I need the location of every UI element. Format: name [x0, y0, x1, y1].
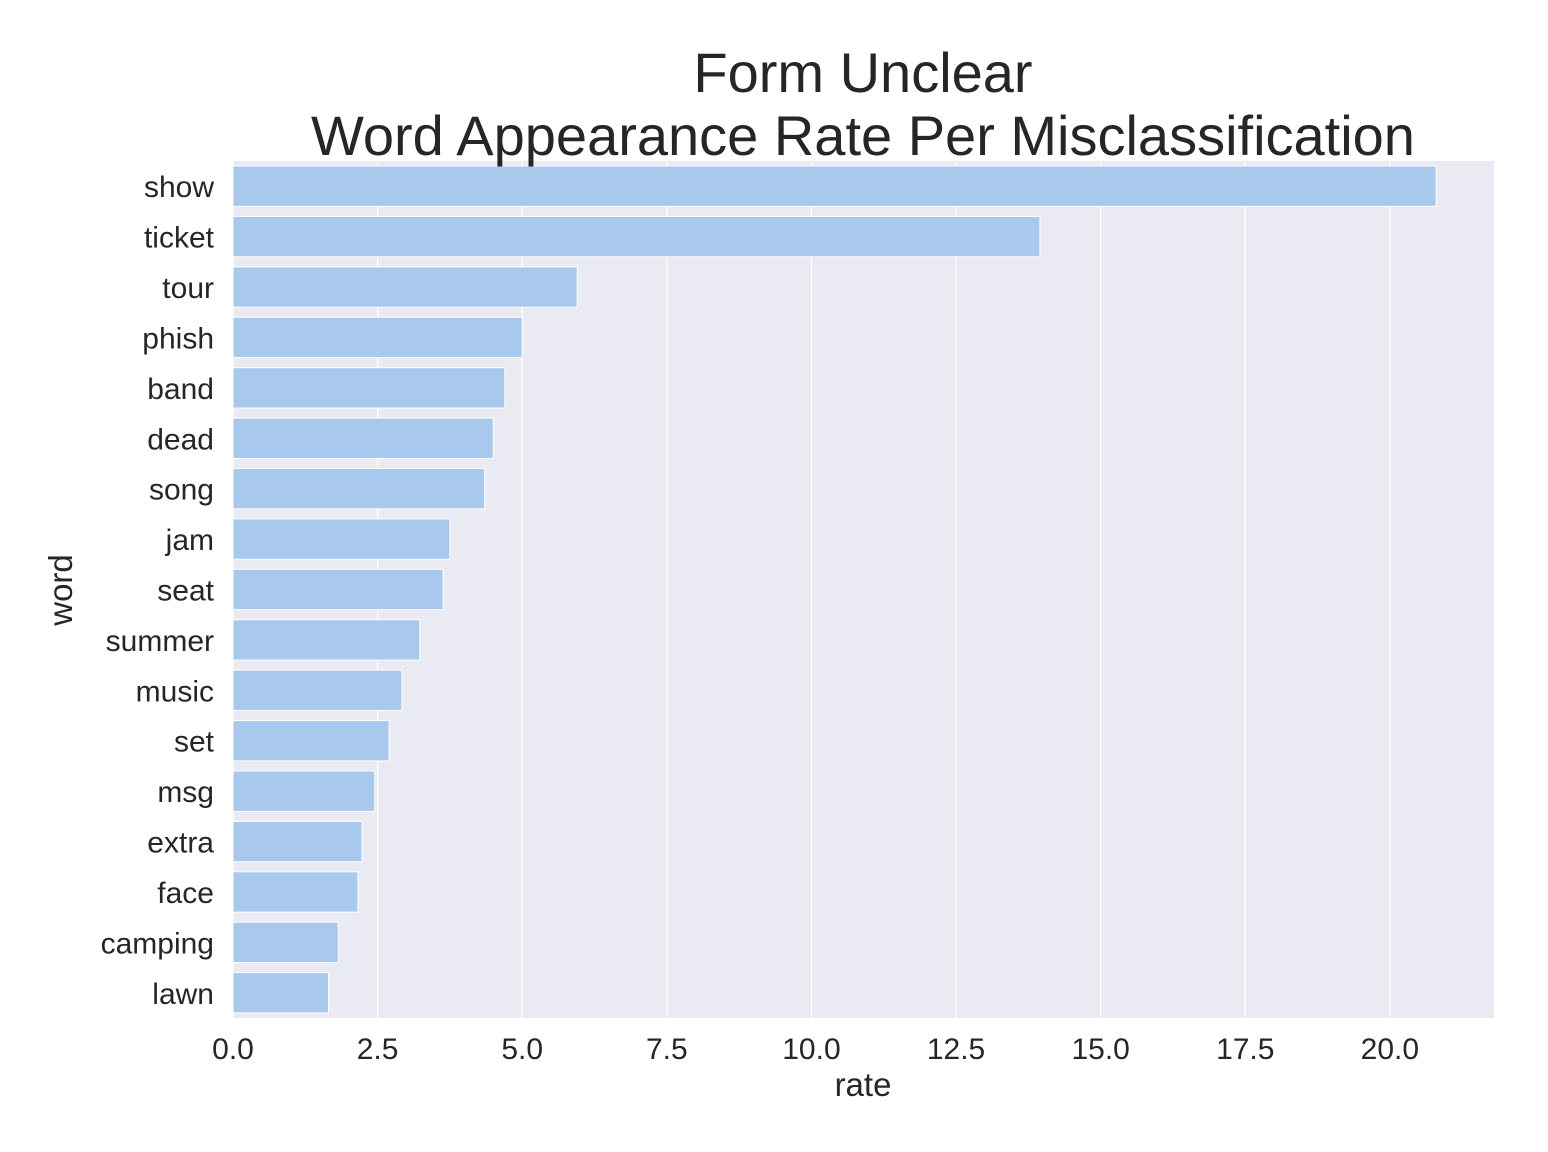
y-tick-label: music: [136, 675, 214, 708]
x-tick-label: 12.5: [927, 1033, 985, 1066]
bar-camping: [232, 921, 339, 964]
bars: [232, 165, 1437, 1014]
bar-msg: [232, 770, 376, 812]
y-tick-label: jam: [165, 524, 214, 557]
y-tick-label: extra: [147, 827, 214, 860]
y-tick-label: band: [147, 373, 214, 406]
bar-band: [232, 367, 506, 409]
x-tick-label: 2.5: [357, 1033, 399, 1066]
chart-title-line-2: Word Appearance Rate Per Misclassificati…: [311, 104, 1415, 167]
bar-phish: [232, 316, 523, 359]
y-tick-labels: show ticket tour phish band dead song jam seat su…: [101, 171, 215, 1011]
bar-ticket: [232, 215, 1041, 258]
bar-music: [232, 669, 403, 711]
y-tick-label: dead: [147, 423, 214, 456]
bar-tour: [232, 266, 578, 308]
bar-lawn: [232, 972, 329, 1014]
x-axis-label: rate: [835, 1066, 892, 1103]
x-tick-label: 5.0: [501, 1033, 543, 1066]
x-tick-label: 17.5: [1216, 1033, 1274, 1066]
bar-dead: [232, 417, 494, 459]
bar-seat: [232, 568, 444, 611]
bar-set: [232, 720, 390, 762]
y-tick-label: summer: [106, 625, 214, 658]
bar-jam: [232, 518, 451, 560]
y-tick-label: seat: [157, 575, 214, 608]
y-tick-label: camping: [101, 927, 214, 960]
y-tick-label: show: [144, 171, 214, 204]
y-axis-label: word: [42, 554, 79, 627]
y-tick-label: lawn: [152, 978, 214, 1011]
y-tick-label: set: [174, 726, 215, 759]
bar-summer: [232, 619, 421, 661]
y-tick-label: song: [149, 474, 214, 507]
x-tick-label: 10.0: [782, 1033, 840, 1066]
x-tick-labels: 0.0 2.5 5.0 7.5 10.0 12.5 15.0 17.5 20.0: [212, 1033, 1419, 1066]
x-tick-label: 0.0: [212, 1033, 254, 1066]
bar-face: [232, 871, 359, 913]
y-tick-label: face: [157, 877, 214, 910]
bar-extra: [232, 820, 363, 863]
y-tick-label: msg: [157, 776, 214, 809]
chart-title-line-1: Form Unclear: [693, 41, 1032, 104]
y-tick-label: phish: [142, 322, 214, 355]
bar-song: [232, 468, 486, 510]
bar-show: [232, 165, 1437, 207]
x-tick-label: 20.0: [1361, 1033, 1419, 1066]
x-tick-label: 7.5: [646, 1033, 688, 1066]
x-tick-label: 15.0: [1071, 1033, 1129, 1066]
y-tick-label: ticket: [144, 222, 215, 255]
y-tick-label: tour: [162, 272, 214, 305]
